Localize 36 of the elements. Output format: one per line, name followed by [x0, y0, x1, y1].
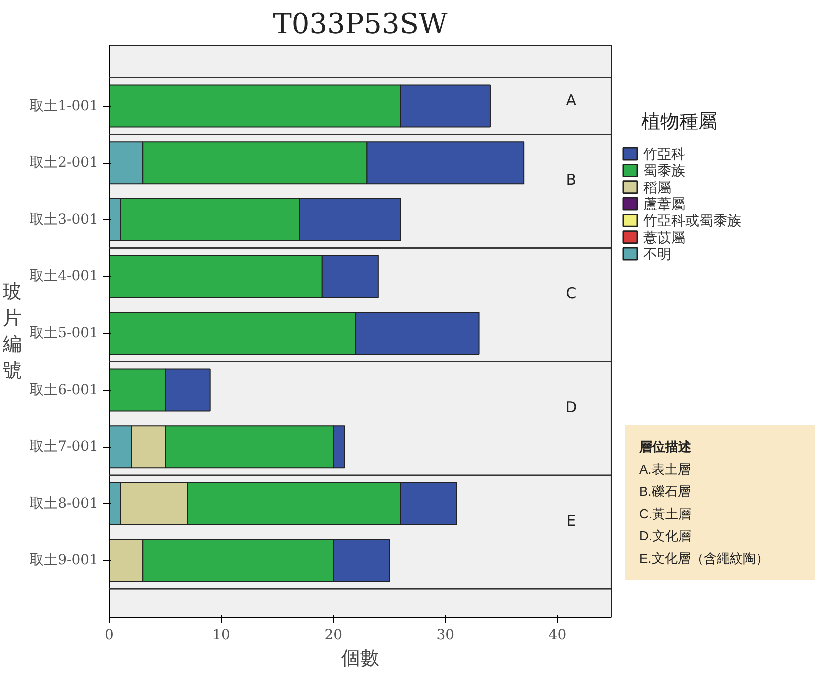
band-label: A [566, 92, 578, 110]
legend-label: 竹亞科 [644, 146, 686, 162]
text: 層位描述 [638, 440, 692, 455]
band-label: D [566, 398, 578, 416]
chart-title: T033P53SW [273, 8, 448, 40]
y-tick-label: 取土9-001 [30, 552, 98, 569]
x-tick-label: 0 [105, 628, 114, 644]
band-label: E [566, 512, 576, 530]
text: C.黃土層 [640, 506, 692, 522]
legend-label: 竹亞科或蜀黍族 [644, 212, 742, 229]
text: E.文化層（含繩紋陶） [640, 550, 769, 566]
legend-title: 植物種屬 [642, 112, 718, 133]
band-label: B [566, 171, 576, 190]
legend-label: 稻屬 [644, 179, 672, 196]
legend-label: 不明 [644, 246, 672, 262]
y-tick-label: 取土3-001 [30, 212, 98, 228]
legend-label: 蘆葦屬 [644, 196, 686, 212]
y-tick-label: 取土8-001 [30, 496, 98, 512]
x-tick-label: 20 [324, 628, 343, 644]
x-tick-label: 40 [548, 628, 567, 644]
y-tick-label: 取土4-001 [30, 268, 98, 285]
y-tick-label: 取土7-001 [30, 439, 98, 456]
y-axis-title: 玻片編號 [2, 280, 22, 382]
x-tick-label: 10 [212, 628, 230, 644]
y-tick-label: 取土1-001 [30, 98, 98, 114]
y-tick-label: 取土6-001 [30, 382, 98, 398]
y-tick-label: 取土2-001 [30, 155, 98, 172]
text: D.文化層 [640, 528, 692, 544]
legend-label: 蜀黍族 [644, 162, 686, 179]
y-tick-label: 取土5-001 [30, 325, 98, 342]
legend-label: 薏苡屬 [644, 229, 686, 246]
band-label: C [566, 284, 577, 303]
text: B.礫石層 [640, 484, 691, 500]
x-tick-label: 30 [436, 628, 455, 644]
x-axis-title: 個數 [342, 648, 380, 670]
text: A.表土層 [640, 462, 691, 477]
